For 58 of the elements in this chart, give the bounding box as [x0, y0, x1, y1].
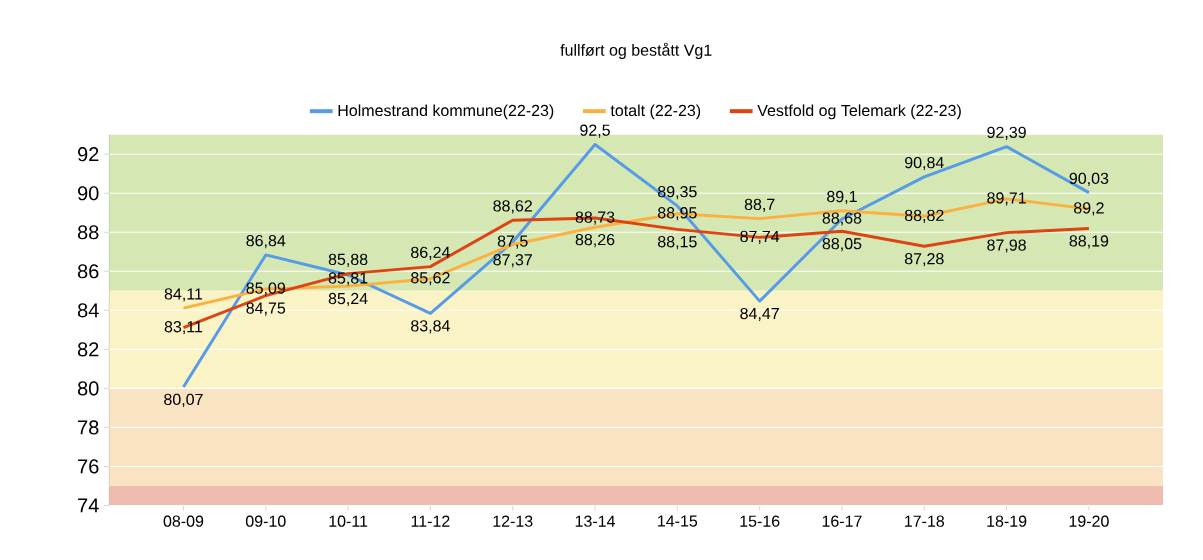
data-label: 83,11	[164, 321, 203, 335]
legend-label: Vestfold og Telemark (22-23)	[757, 104, 961, 120]
data-label: 87,37	[493, 254, 532, 268]
legend-label: totalt (22-23)	[610, 104, 701, 120]
x-tick-label: 19-20	[1069, 515, 1109, 527]
data-label: 85,24	[328, 292, 368, 307]
data-label: 83,84	[411, 320, 450, 334]
data-label: 84,75	[246, 302, 286, 316]
x-tick-label: 15-16	[740, 515, 780, 527]
x-tick-label: 14-15	[658, 515, 698, 527]
data-label: 87,98	[987, 239, 1026, 253]
x-tick-label: 13-14	[575, 515, 616, 527]
y-tick-label: 84	[77, 303, 99, 318]
legend-label: Holmestrand kommune(22-23)	[338, 104, 554, 120]
data-label: 89,2	[1074, 202, 1104, 216]
data-label: 92,5	[580, 124, 610, 138]
x-tick-label: 11-12	[411, 515, 450, 527]
data-label: 88,62	[493, 200, 532, 214]
y-tick-label: 80	[77, 381, 99, 396]
data-label: 87,28	[904, 252, 944, 267]
x-tick-label: 12-13	[493, 515, 533, 527]
data-label: 88,19	[1069, 235, 1109, 249]
y-tick-label: 74	[78, 498, 99, 513]
data-label: 92,39	[987, 126, 1026, 140]
y-tick-label: 76	[78, 459, 99, 474]
data-label: 89,1	[827, 190, 857, 205]
data-label: 88,7	[744, 198, 775, 212]
y-tick-label: 92	[78, 147, 99, 162]
chart-title: fullført og bestått Vg1	[560, 42, 712, 59]
x-tick-label: 09-10	[245, 515, 286, 527]
data-label: 88,15	[658, 236, 697, 250]
data-label: 89,71	[987, 192, 1026, 206]
x-tick-label: 18-19	[987, 515, 1027, 527]
y-tick-label: 88	[77, 225, 99, 240]
data-label: 88,82	[904, 209, 944, 223]
y-tick-label: 82	[77, 342, 99, 357]
x-tick-label: 17-18	[905, 515, 945, 527]
data-label: 85,88	[328, 253, 368, 267]
data-label: 85,62	[411, 272, 450, 286]
data-label: 88,05	[822, 237, 862, 252]
data-label: 90,03	[1069, 172, 1109, 186]
data-label: 88,95	[658, 207, 697, 221]
x-tick-label: 08-09	[163, 515, 204, 527]
data-label: 86,24	[411, 246, 450, 260]
x-tick-label: 16-17	[822, 515, 862, 527]
y-tick-label: 78	[78, 420, 99, 435]
data-label: 89,35	[658, 185, 697, 200]
x-tick-label: 10-11	[329, 515, 368, 527]
data-label: 85,09	[246, 282, 286, 296]
data-label: 87,5	[497, 235, 528, 249]
data-label: 80,07	[164, 393, 203, 407]
data-label: 84,11	[164, 288, 203, 302]
data-label: 88,26	[575, 233, 615, 248]
y-tick-label: 90	[78, 186, 99, 201]
data-label: 86,84	[246, 234, 286, 249]
y-tick-label: 86	[77, 264, 99, 279]
data-label: 90,84	[905, 156, 944, 171]
data-label: 84,47	[740, 307, 779, 322]
